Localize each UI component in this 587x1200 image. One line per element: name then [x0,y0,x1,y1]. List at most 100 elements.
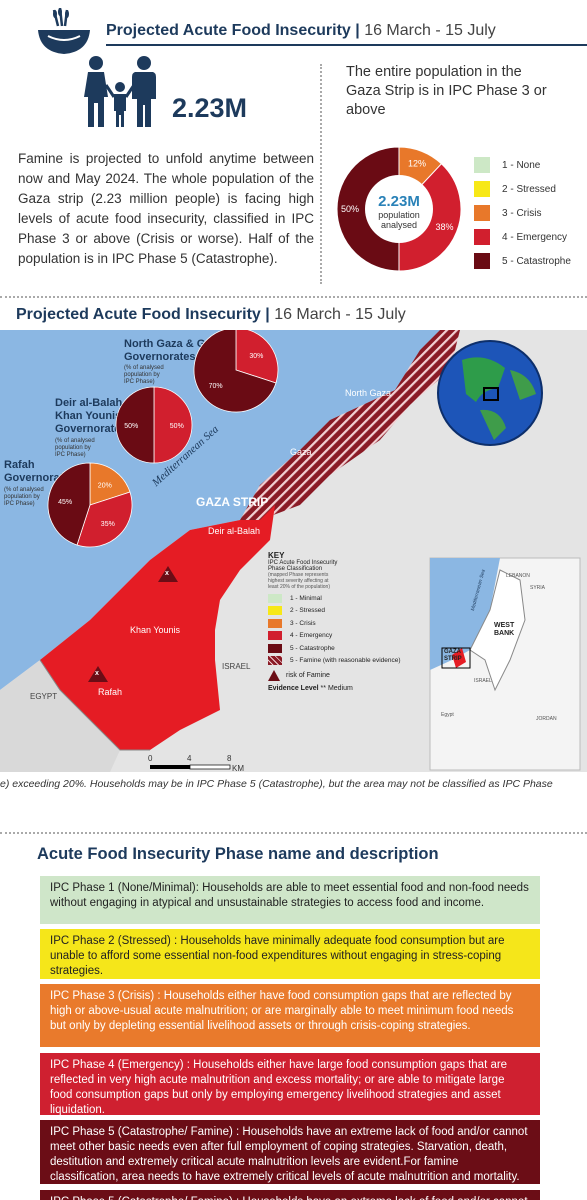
key-label: 2 - Stressed [290,607,326,615]
phase-name: IPC Phase 5 (Catastrophe/ Famine) : [50,1126,240,1138]
pie2-note: (% of analysed population by IPC Phase) [55,438,95,459]
key-item: 3 - Crisis [268,617,428,630]
phase-description: Households either have food consumption … [50,990,514,1032]
section-rule [0,296,587,298]
pie1-title: North Gaza & Gaza Governorates [124,338,223,364]
pie-north-gaza: 30% 70% [193,330,279,413]
famine-risk-icon [268,670,280,681]
pie1-note: (% of analysed population by IPC Phase) [124,365,164,386]
map-header: Projected Acute Food Insecurity | 16 Mar… [16,306,406,324]
key-swatch [268,618,282,628]
inset-jordan: JORDAN [536,716,557,722]
map-pies: 30% 70% 50% 50% 20% 35% 45% [47,330,279,548]
inset-west-bank-1: WEST [494,622,515,629]
legend-item: 3 - Crisis [474,201,571,225]
pie2-title: Deir al-Balah & Khan Younis Governorates [55,397,133,436]
inset-gaza-2: STRIP [444,656,462,662]
key-swatch [268,656,282,666]
phase-description: Households either have large food consum… [50,1059,508,1115]
egypt-label: EGYPT [30,692,58,701]
legend-label: 3 - Crisis [502,207,542,219]
legend-swatch [474,253,490,269]
map-pie-label: 50% [170,423,184,430]
phase-box-5: IPC Phase 5 (Catastrophe/ Famine) : Hous… [40,1120,540,1184]
key-label: 4 - Emergency [290,632,333,640]
pie3-title-line1: Rafah [4,459,35,471]
population-value: 2.23M [172,93,248,123]
legend-item: 2 - Stressed [474,177,571,201]
key-label: 5 - Famine (with reasonable evidence) [290,657,401,665]
gaza-strip-label: GAZA STRIP [196,495,269,509]
pie1-note-3: IPC Phase) [124,379,155,385]
key-risk-label: risk of Famine [286,672,330,679]
north-gaza-label: North Gaza [345,388,392,398]
pie3-note-3: IPC Phase) [4,501,35,507]
phase-box-6: IPC Phase 5 (Catastrophe/ Famine) : Hous… [40,1190,540,1200]
map-pie-label: 45% [58,499,72,506]
key-note-2: highest severity affecting at [268,578,329,584]
map-header-separator: | [265,306,270,323]
key-evidence-label: Evidence Level [268,685,319,692]
phase-description: Households are able to meet essential fo… [50,882,529,909]
pie2-note-1: (% of analysed [55,438,95,444]
map-pie-slice [235,330,279,384]
pie-deir-khan: 50% 50% [115,386,193,464]
pie3-note: (% of analysed population by IPC Phase) [4,487,44,508]
inset-lebanon: LEBANON [506,573,530,579]
page-header: Projected Acute Food Insecurity | 16 Mar… [106,22,496,40]
key-swatch [268,593,282,603]
key-evidence-value: Medium [327,685,353,692]
map-pie-label: 30% [249,353,263,360]
header-date: 16 March - 15 July [364,22,496,39]
pie2-title-line2: Khan Younis [55,410,122,422]
legend-label: 5 - Catastrophe [502,255,571,267]
map-panel: Mediterranean Sea GAZA STRIP North Gaza … [0,330,587,772]
legend-label: 2 - Stressed [502,183,556,195]
family-icon [80,55,162,130]
phase-box-2: IPC Phase 2 (Stressed) : Households have… [40,929,540,979]
legend-label: 1 - None [502,159,541,171]
map-key: KEY IPC Acute Food Insecurity Phase Clas… [268,551,428,692]
pie3-note-1: (% of analysed [4,487,44,493]
phase-name: IPC Phase 4 (Emergency) : [50,1059,190,1071]
pie-rafah: 20% 35% 45% [47,462,133,548]
header-rule [106,44,587,46]
key-evidence-row: Evidence Level ** Medium [268,685,428,692]
key-swatch [268,606,282,616]
donut-slice-label-2: 38% [436,222,454,232]
pie2-title-line1: Deir al-Balah & [55,397,134,409]
pie3-note-2: population by [4,494,40,500]
phase-name: IPC Phase 5 (Catastrophe/ Famine) : [50,1196,239,1200]
legend: 1 - None 2 - Stressed 3 - Crisis 4 - Emerge… [474,153,571,273]
pie3-title: Rafah Governorate [4,459,69,485]
khan-label: Khan Younis [130,625,181,635]
legend-swatch [474,157,490,173]
pie1-note-1: (% of analysed [124,365,164,371]
map-pie-slice [115,386,155,464]
map-pie-label: 50% [124,423,138,430]
map-header-date: 16 March - 15 July [274,306,406,323]
inset-gaza-1: GAZA [444,649,461,655]
pie2-note-2: population by [55,445,91,451]
pie3-title-line2: Governorate [4,472,70,484]
legend-item: 1 - None [474,153,571,177]
legend-swatch [474,205,490,221]
phase-name: IPC Phase 3 (Crisis) : [50,990,161,1002]
bowl-wheat-icon [34,7,94,58]
map-title: Projected Acute Food Insecurity [16,306,261,323]
key-evidence-marks: ** [320,685,326,692]
donut-center-label-1: population [378,210,420,220]
summary-paragraph: Famine is projected to unfold anytime be… [18,151,314,266]
phase-box-1: IPC Phase 1 (None/Minimal): Households a… [40,876,540,924]
legend-label: 4 - Emergency [502,231,568,243]
legend-item: 5 - Catastrophe [474,249,571,273]
legend-swatch [474,229,490,245]
deir-label: Deir al-Balah [208,526,261,536]
inset-israel: ISRAEL [474,678,492,684]
famine-risk-marker: x [95,670,99,677]
key-label: 1 - Minimal [290,594,322,602]
rafah-label: Rafah [98,687,123,697]
right-heading: The entire population in the Gaza Strip … [346,64,547,118]
map-pie-label: 35% [101,521,115,528]
map-pie-slice [193,330,277,413]
